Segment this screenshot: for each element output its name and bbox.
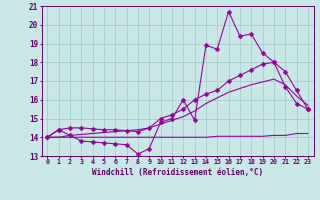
X-axis label: Windchill (Refroidissement éolien,°C): Windchill (Refroidissement éolien,°C) bbox=[92, 168, 263, 177]
